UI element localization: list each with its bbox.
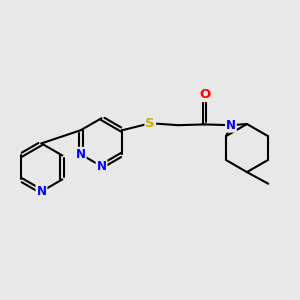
Text: N: N <box>76 148 86 161</box>
Text: O: O <box>199 88 210 101</box>
Text: N: N <box>226 119 236 132</box>
Text: S: S <box>146 117 155 130</box>
Text: N: N <box>36 185 46 198</box>
Text: N: N <box>97 160 106 173</box>
